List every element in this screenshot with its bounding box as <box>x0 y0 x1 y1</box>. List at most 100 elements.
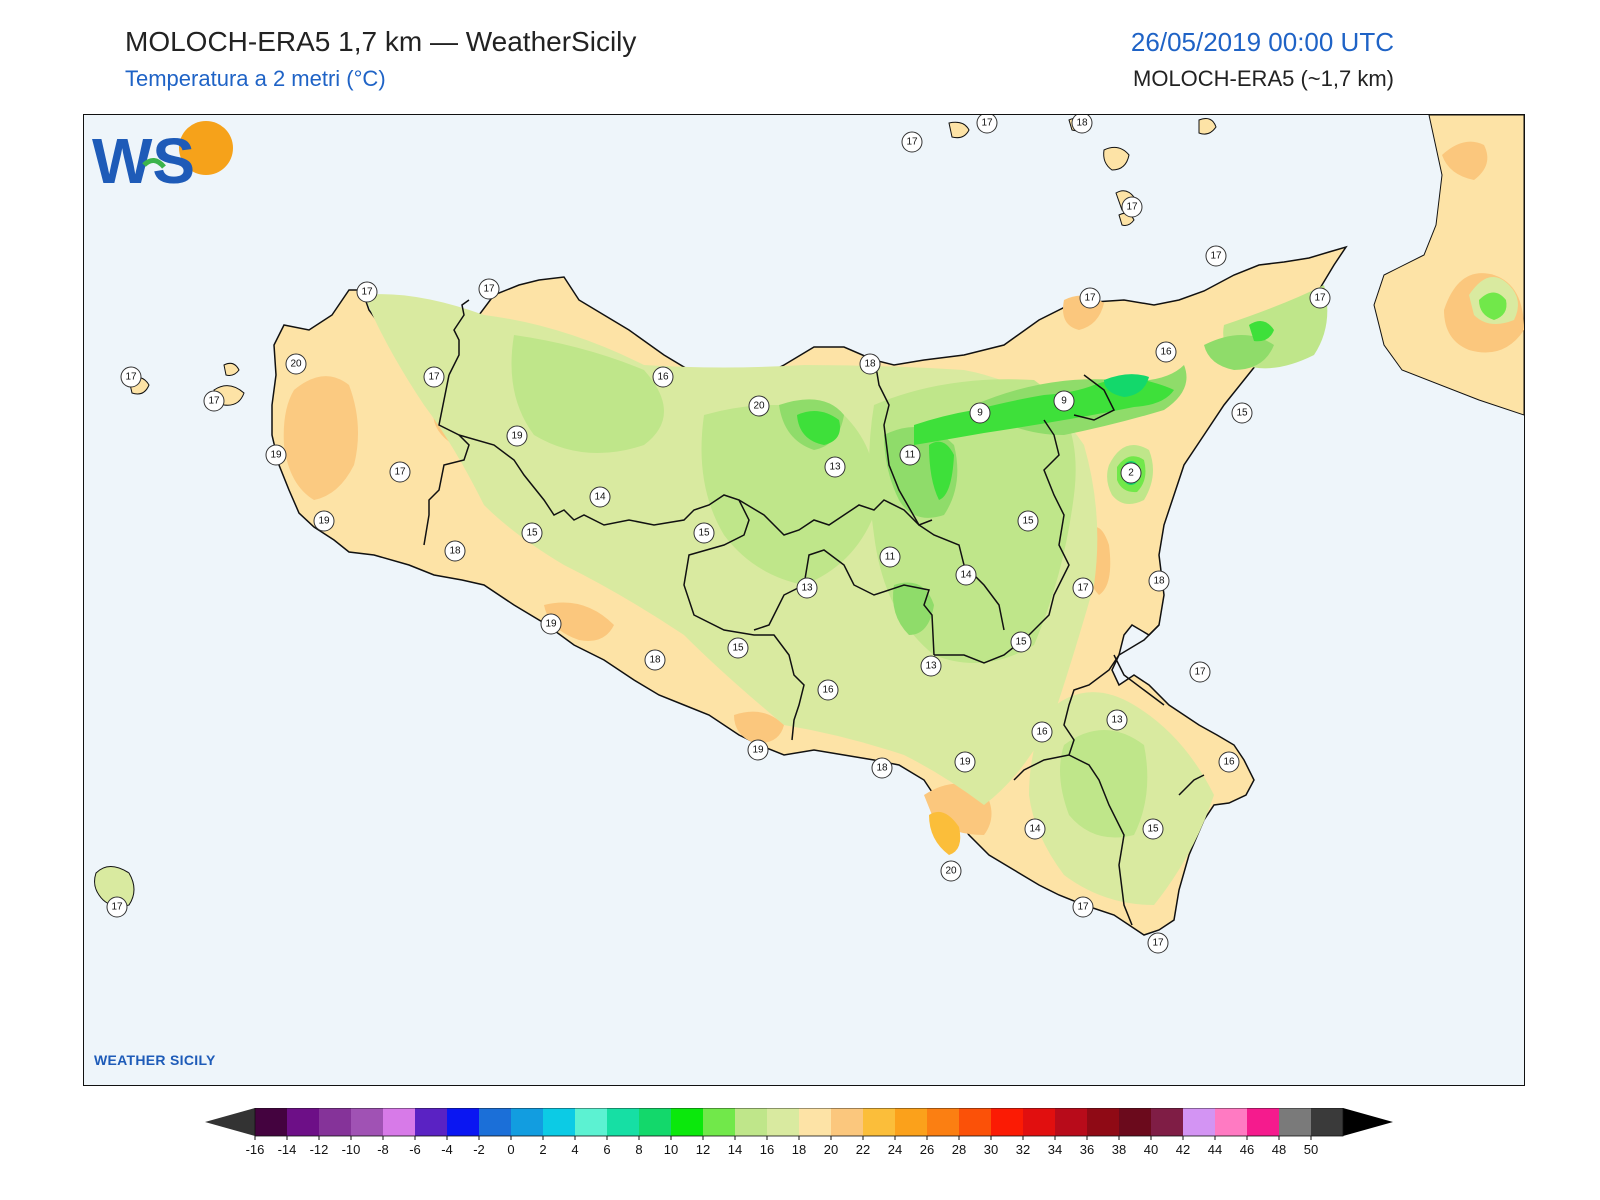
temperature-colorbar: -16 -14 -12 -10 -8 -6 -4 -2 0 2 4 6 8 10 12 14 16 18 20 22 2… <box>205 1108 1393 1157</box>
colorbar-tick-label: -2 <box>473 1142 485 1157</box>
colorbar-tick-label: 8 <box>635 1142 642 1157</box>
svg-text:15: 15 <box>1022 516 1034 527</box>
svg-text:16: 16 <box>822 685 834 696</box>
colorbar-swatch <box>1087 1108 1119 1136</box>
colorbar-tick-label: 30 <box>984 1142 998 1157</box>
island-pantelleria <box>94 866 135 907</box>
station-temperature-marker: 16 <box>652 366 674 388</box>
svg-text:2: 2 <box>1128 468 1134 479</box>
station-temperature-marker: 17 <box>1072 577 1094 599</box>
svg-text:17: 17 <box>361 287 373 298</box>
colorbar-swatch <box>1055 1108 1087 1136</box>
colorbar-swatch <box>927 1108 959 1136</box>
station-temperature-marker: 11 <box>899 444 921 466</box>
svg-text:9: 9 <box>977 408 983 419</box>
map-title: MOLOCH-ERA5 1,7 km — WeatherSicily <box>125 26 637 57</box>
station-temperature-marker: 14 <box>589 486 611 508</box>
svg-text:15: 15 <box>526 528 538 539</box>
colorbar-tick-label: 12 <box>696 1142 710 1157</box>
svg-text:17: 17 <box>906 137 918 148</box>
colorbar-tick-label: -4 <box>441 1142 453 1157</box>
colorbar-swatch <box>1247 1108 1279 1136</box>
colorbar-swatch <box>1023 1108 1055 1136</box>
colorbar-tick-label: 6 <box>603 1142 610 1157</box>
station-temperature-marker: 18 <box>1148 570 1170 592</box>
colorbar-swatch <box>607 1108 639 1136</box>
colorbar-swatch <box>1279 1108 1311 1136</box>
svg-text:11: 11 <box>905 450 916 461</box>
colorbar-tick-label: 32 <box>1016 1142 1030 1157</box>
station-temperature-marker: 17 <box>1079 287 1101 309</box>
svg-text:19: 19 <box>545 619 557 630</box>
station-temperature-marker: 17 <box>120 366 142 388</box>
station-temperature-marker: 15 <box>1010 631 1032 653</box>
station-temperature-marker: 18 <box>1071 115 1093 134</box>
svg-text:17: 17 <box>1314 293 1326 304</box>
colorbar-tick-label: -12 <box>310 1142 329 1157</box>
station-temperature-marker: 17 <box>1189 661 1211 683</box>
station-temperature-marker: 17 <box>423 366 445 388</box>
colorbar-swatch <box>959 1108 991 1136</box>
colorbar-tick-label: 44 <box>1208 1142 1222 1157</box>
svg-text:19: 19 <box>752 745 764 756</box>
svg-text:18: 18 <box>649 655 661 666</box>
station-temperature-marker: 17 <box>901 131 923 153</box>
station-temperature-marker: 18 <box>871 757 893 779</box>
svg-text:18: 18 <box>449 546 461 557</box>
colorbar-tick-label: 20 <box>824 1142 838 1157</box>
svg-text:14: 14 <box>594 492 606 503</box>
colorbar-swatch <box>895 1108 927 1136</box>
colorbar-tick-label: -6 <box>409 1142 421 1157</box>
colorbar-swatch <box>575 1108 607 1136</box>
station-temperature-marker: 15 <box>1017 510 1039 532</box>
colorbar-tick-label: 48 <box>1272 1142 1286 1157</box>
svg-text:17: 17 <box>1077 583 1089 594</box>
colorbar-high-extend <box>1343 1108 1393 1136</box>
colorbar-swatch <box>831 1108 863 1136</box>
station-temperature-marker: 9 <box>1053 390 1075 412</box>
svg-text:14: 14 <box>960 570 972 581</box>
svg-text:17: 17 <box>125 372 137 383</box>
svg-text:15: 15 <box>1015 637 1027 648</box>
colorbar-tick-label: 38 <box>1112 1142 1126 1157</box>
svg-text:19: 19 <box>318 516 330 527</box>
colorbar-swatch <box>1183 1108 1215 1136</box>
station-temperature-marker: 19 <box>265 444 287 466</box>
colorbar-swatch <box>767 1108 799 1136</box>
colorbar-tick-label: -10 <box>342 1142 361 1157</box>
colorbar-tick-label: 50 <box>1304 1142 1318 1157</box>
station-temperature-marker: 19 <box>747 739 769 761</box>
svg-text:16: 16 <box>657 372 669 383</box>
island-stromboli <box>1198 118 1217 135</box>
svg-text:18: 18 <box>1076 118 1088 129</box>
station-temperature-marker: 13 <box>920 655 942 677</box>
station-temperature-marker: 20 <box>285 353 307 375</box>
colorbar-tick-label: 4 <box>571 1142 578 1157</box>
station-temperature-marker: 19 <box>540 613 562 635</box>
station-temperature-marker: 15 <box>1231 402 1253 424</box>
svg-text:15: 15 <box>732 643 744 654</box>
svg-text:19: 19 <box>270 450 282 461</box>
station-temperature-marker: 15 <box>727 637 749 659</box>
colorbar-swatch <box>735 1108 767 1136</box>
station-temperature-marker: 17 <box>389 461 411 483</box>
colorbar-low-extend <box>205 1108 255 1136</box>
colorbar-tick-label: 16 <box>760 1142 774 1157</box>
colorbar-swatch <box>639 1108 671 1136</box>
svg-text:18: 18 <box>864 359 876 370</box>
weathersicily-logo: WS <box>92 121 233 197</box>
station-temperature-marker: 17 <box>356 281 378 303</box>
station-temperature-marker: 15 <box>521 522 543 544</box>
colorbar-tick-label: 24 <box>888 1142 902 1157</box>
colorbar-swatch <box>351 1108 383 1136</box>
colorbar-tick-label: 26 <box>920 1142 934 1157</box>
temperature-map[interactable]: 17 17 18 17 17 17 17 17 17 16 18 15 16 20 9 9 17 17 17 20 17… <box>83 114 1525 1086</box>
svg-text:17: 17 <box>428 372 440 383</box>
svg-text:17: 17 <box>981 118 993 129</box>
colorbar-swatch <box>1119 1108 1151 1136</box>
station-temperature-marker: 17 <box>1205 245 1227 267</box>
logo-wordmark: WEATHER SICILY <box>94 1052 216 1068</box>
svg-text:16: 16 <box>1036 727 1048 738</box>
station-temperature-marker: 16 <box>1218 751 1240 773</box>
colorbar-tick-label: 36 <box>1080 1142 1094 1157</box>
